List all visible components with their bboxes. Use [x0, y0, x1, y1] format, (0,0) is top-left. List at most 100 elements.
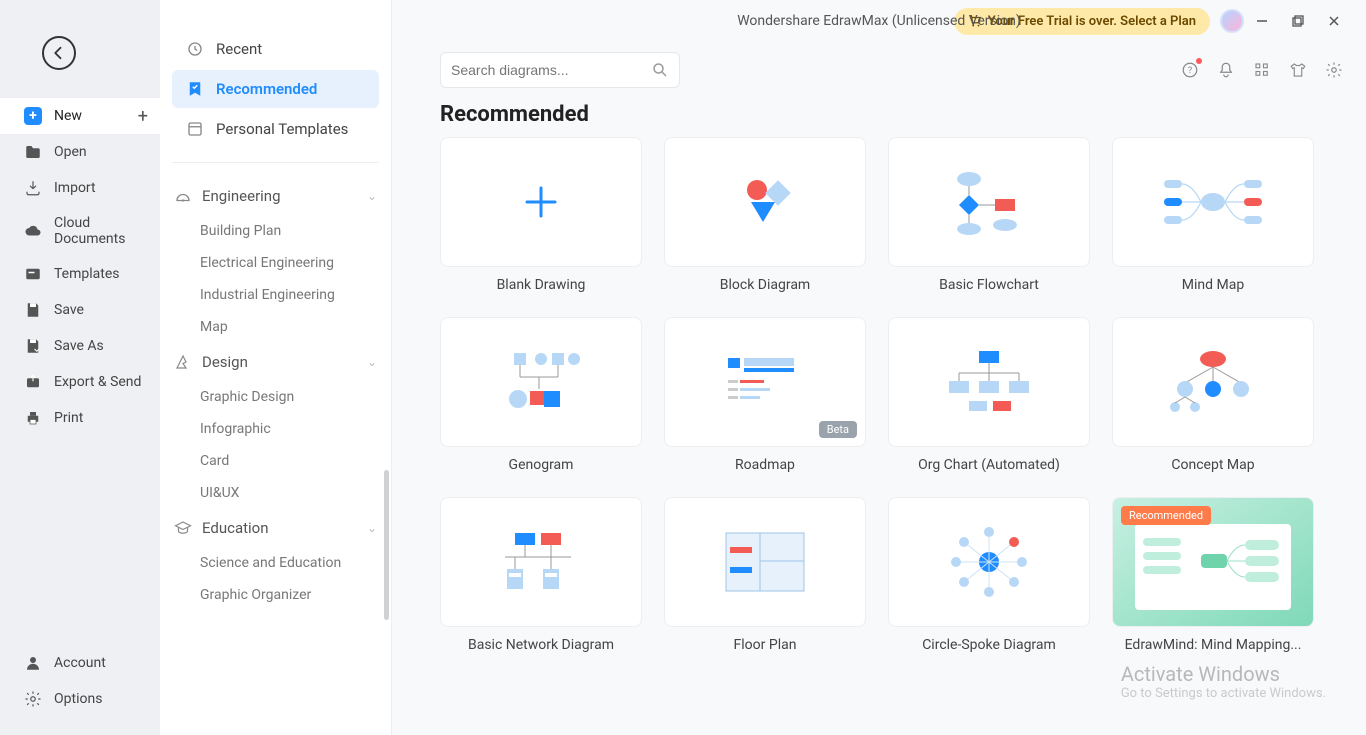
subcategory-item[interactable]: Industrial Engineering [160, 279, 391, 311]
open-icon [24, 143, 42, 161]
svg-text:?: ? [1188, 66, 1192, 76]
nav-label: Personal Templates [216, 120, 348, 138]
personal-icon [186, 120, 204, 138]
nav-recommended[interactable]: Recommended [172, 70, 379, 108]
template-flowchart[interactable]: Basic Flowchart [888, 137, 1090, 293]
category-label: Engineering [202, 187, 281, 205]
chevron-down-icon: ⌄ [367, 521, 377, 535]
subcategory-item[interactable]: Graphic Organizer [160, 579, 391, 611]
save-icon [24, 301, 42, 319]
template-thumb [440, 137, 642, 267]
file-menu-new[interactable]: + New + [0, 98, 160, 134]
file-menu-label: New [54, 108, 82, 124]
options-icon [24, 690, 42, 708]
template-label: Block Diagram [664, 277, 866, 293]
nav-recent[interactable]: Recent [172, 30, 379, 68]
template-mindmap[interactable]: Mind Map [1112, 137, 1314, 293]
main-area: Wondershare EdrawMax (Unlicensed Version… [392, 0, 1366, 735]
file-menu-open[interactable]: Open [0, 134, 160, 170]
file-menu-account[interactable]: Account [0, 645, 160, 681]
subcategory-item[interactable]: Infographic [160, 413, 391, 445]
category-sidebar: Recent Recommended Personal Templates Engi… [160, 0, 392, 735]
template-blank[interactable]: Blank Drawing [440, 137, 642, 293]
template-roadmap[interactable]: BetaRoadmap [664, 317, 866, 473]
file-menu-options[interactable]: Options [0, 681, 160, 717]
category-education[interactable]: Education⌄ [160, 509, 391, 547]
template-thumb [1112, 317, 1314, 447]
template-orgchart[interactable]: Org Chart (Automated) [888, 317, 1090, 473]
template-network[interactable]: Basic Network Diagram [440, 497, 642, 653]
template-thumb: Beta [664, 317, 866, 447]
file-menu-templates[interactable]: Templates [0, 256, 160, 292]
category-design[interactable]: Design ⌄ [160, 343, 391, 381]
template-floorplan[interactable]: Floor Plan [664, 497, 866, 653]
subcategory-item[interactable]: Map [160, 311, 391, 343]
template-label: Circle-Spoke Diagram [888, 637, 1090, 653]
file-menu-label: Save [54, 302, 84, 318]
template-label: Basic Flowchart [888, 277, 1090, 293]
gear-icon[interactable] [1324, 60, 1344, 80]
help-icon[interactable]: ? [1180, 60, 1200, 80]
template-genogram[interactable]: Genogram [440, 317, 642, 473]
template-concept[interactable]: Concept Map [1112, 317, 1314, 473]
nav-personal[interactable]: Personal Templates [172, 110, 379, 148]
template-label: Org Chart (Automated) [888, 457, 1090, 473]
cloud-icon [24, 222, 42, 240]
file-menu-save[interactable]: Save [0, 292, 160, 328]
chevron-down-icon: ⌄ [367, 355, 377, 369]
nav-label: Recommended [216, 80, 317, 98]
beta-badge: Beta [819, 421, 857, 438]
print-icon [24, 409, 42, 427]
template-thumb: Recommended [1112, 497, 1314, 627]
file-menu-cloud[interactable]: Cloud Documents [0, 206, 160, 256]
category-engineering[interactable]: Engineering ⌄ [160, 177, 391, 215]
new-icon: + [24, 107, 42, 125]
apps-icon[interactable] [1252, 60, 1272, 80]
template-edrawmind[interactable]: Recommended EdrawMind: Mind Mapping... [1112, 497, 1314, 653]
category-label: Design [202, 353, 248, 371]
template-label: Blank Drawing [440, 277, 642, 293]
file-menu-saveas[interactable]: Save As [0, 328, 160, 364]
plus-icon: + [138, 106, 148, 127]
engineering-icon [174, 187, 192, 205]
window-close[interactable] [1316, 6, 1352, 36]
subcategory-item[interactable]: Card [160, 445, 391, 477]
recommended-badge: Recommended [1121, 506, 1211, 525]
template-label: Floor Plan [664, 637, 866, 653]
template-thumb [664, 137, 866, 267]
template-circlespoke[interactable]: Circle-Spoke Diagram [888, 497, 1090, 653]
window-minimize[interactable] [1244, 6, 1280, 36]
template-block[interactable]: Block Diagram [664, 137, 866, 293]
subcategory-item[interactable]: Science and Education [160, 547, 391, 579]
subcategory-item[interactable]: Electrical Engineering [160, 247, 391, 279]
template-thumb [888, 317, 1090, 447]
shirt-icon[interactable] [1288, 60, 1308, 80]
file-sidebar: + New + Open Import Cloud DocumentsTemplates S… [0, 0, 160, 735]
subcategory-item[interactable]: Building Plan [160, 215, 391, 247]
template-label: Mind Map [1112, 277, 1314, 293]
search-input[interactable] [451, 62, 643, 78]
search-box[interactable] [440, 52, 680, 88]
back-button[interactable] [42, 36, 76, 70]
toolbar: ? [392, 42, 1366, 94]
template-label: Basic Network Diagram [440, 637, 642, 653]
window-maximize[interactable] [1280, 6, 1316, 36]
recommended-icon [186, 80, 204, 98]
scrollbar-thumb[interactable] [384, 470, 389, 620]
file-menu-label: Options [54, 691, 102, 707]
subcategory-item[interactable]: Graphic Design [160, 381, 391, 413]
nav-label: Recent [216, 40, 262, 58]
file-menu-export[interactable]: Export & Send [0, 364, 160, 400]
template-label: EdrawMind: Mind Mapping... [1112, 637, 1314, 653]
chevron-down-icon: ⌄ [367, 189, 377, 203]
bell-icon[interactable] [1216, 60, 1236, 80]
template-grid: Blank Drawing Block Diagram Basic Flowchar… [392, 137, 1366, 673]
avatar[interactable] [1220, 9, 1244, 33]
file-menu-import[interactable]: Import [0, 170, 160, 206]
education-icon [174, 519, 192, 537]
subcategory-item[interactable]: UI&UX [160, 477, 391, 509]
file-menu-print[interactable]: Print [0, 400, 160, 436]
template-thumb [1112, 137, 1314, 267]
file-menu-label: Import [54, 180, 96, 196]
search-icon [651, 61, 669, 79]
